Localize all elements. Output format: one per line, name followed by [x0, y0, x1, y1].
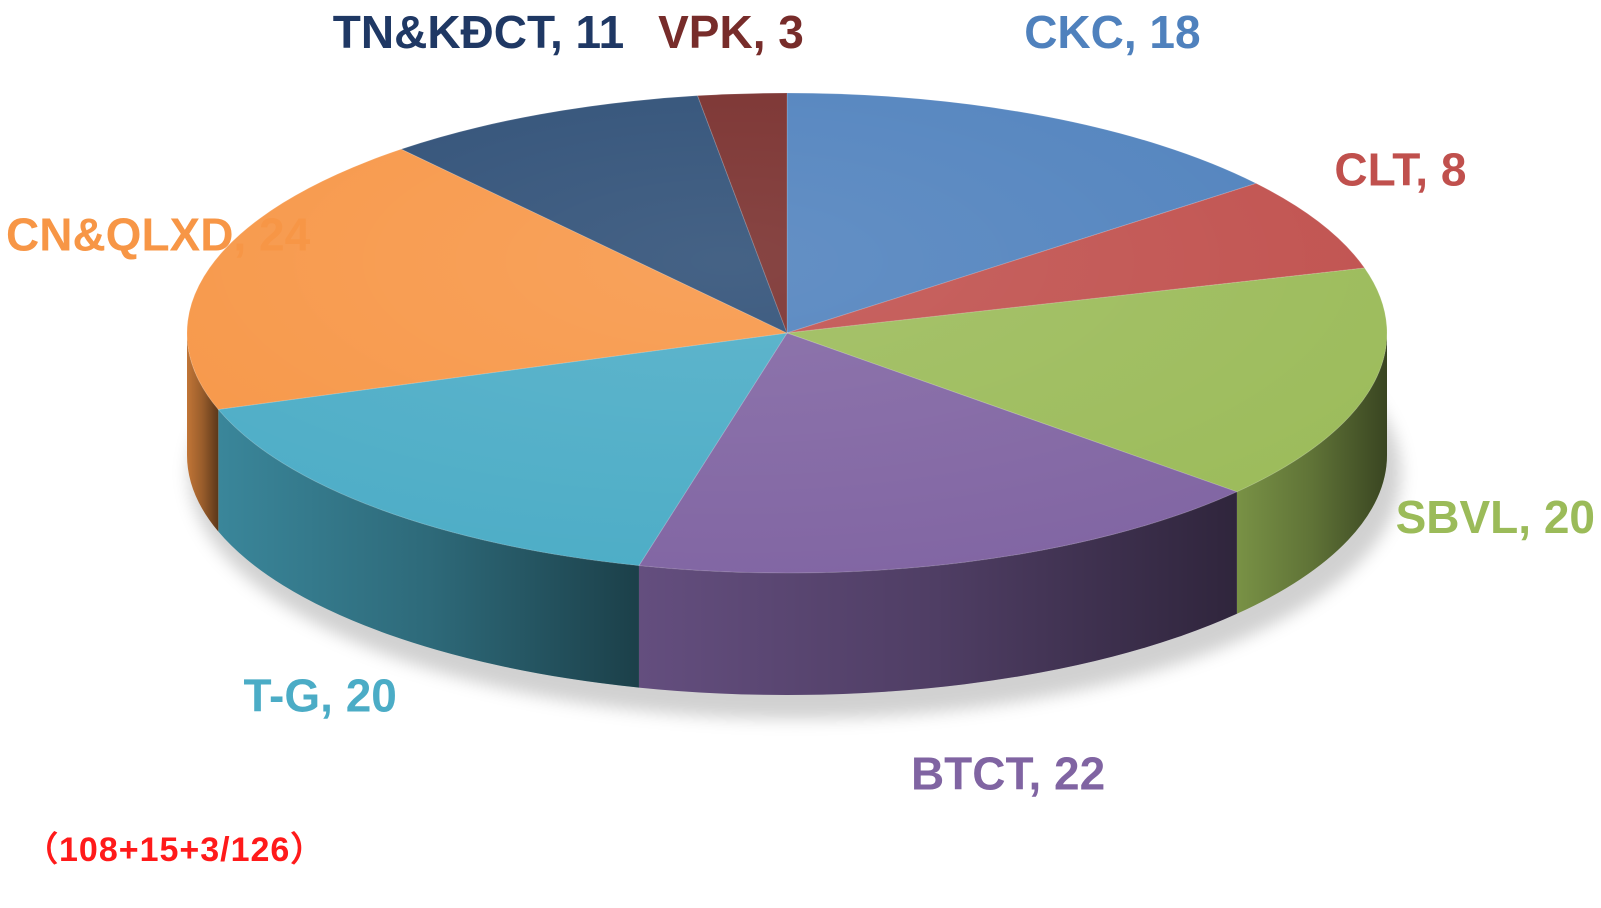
label-t-g: T-G, 20: [244, 670, 397, 722]
chart-footnote: （108+15+3/126）: [24, 831, 326, 869]
label-vpk: VPK, 3: [658, 6, 804, 58]
label-clt: CLT, 8: [1334, 143, 1466, 195]
label-ckc: CKC, 18: [1024, 6, 1200, 58]
pie-top: [186, 92, 1388, 574]
label-sbvl: SBVL, 20: [1396, 491, 1595, 543]
label-cn-qlxd: CN&QLXD, 24: [6, 208, 311, 260]
label-tn-k-ct: TN&KĐCT, 11: [333, 6, 624, 58]
pie-labels: CKC, 18 CLT, 8 SBVL, 20 BTCT, 22 T-G, 20 CN&Q…: [6, 6, 1595, 799]
label-btct: BTCT, 22: [911, 747, 1105, 799]
